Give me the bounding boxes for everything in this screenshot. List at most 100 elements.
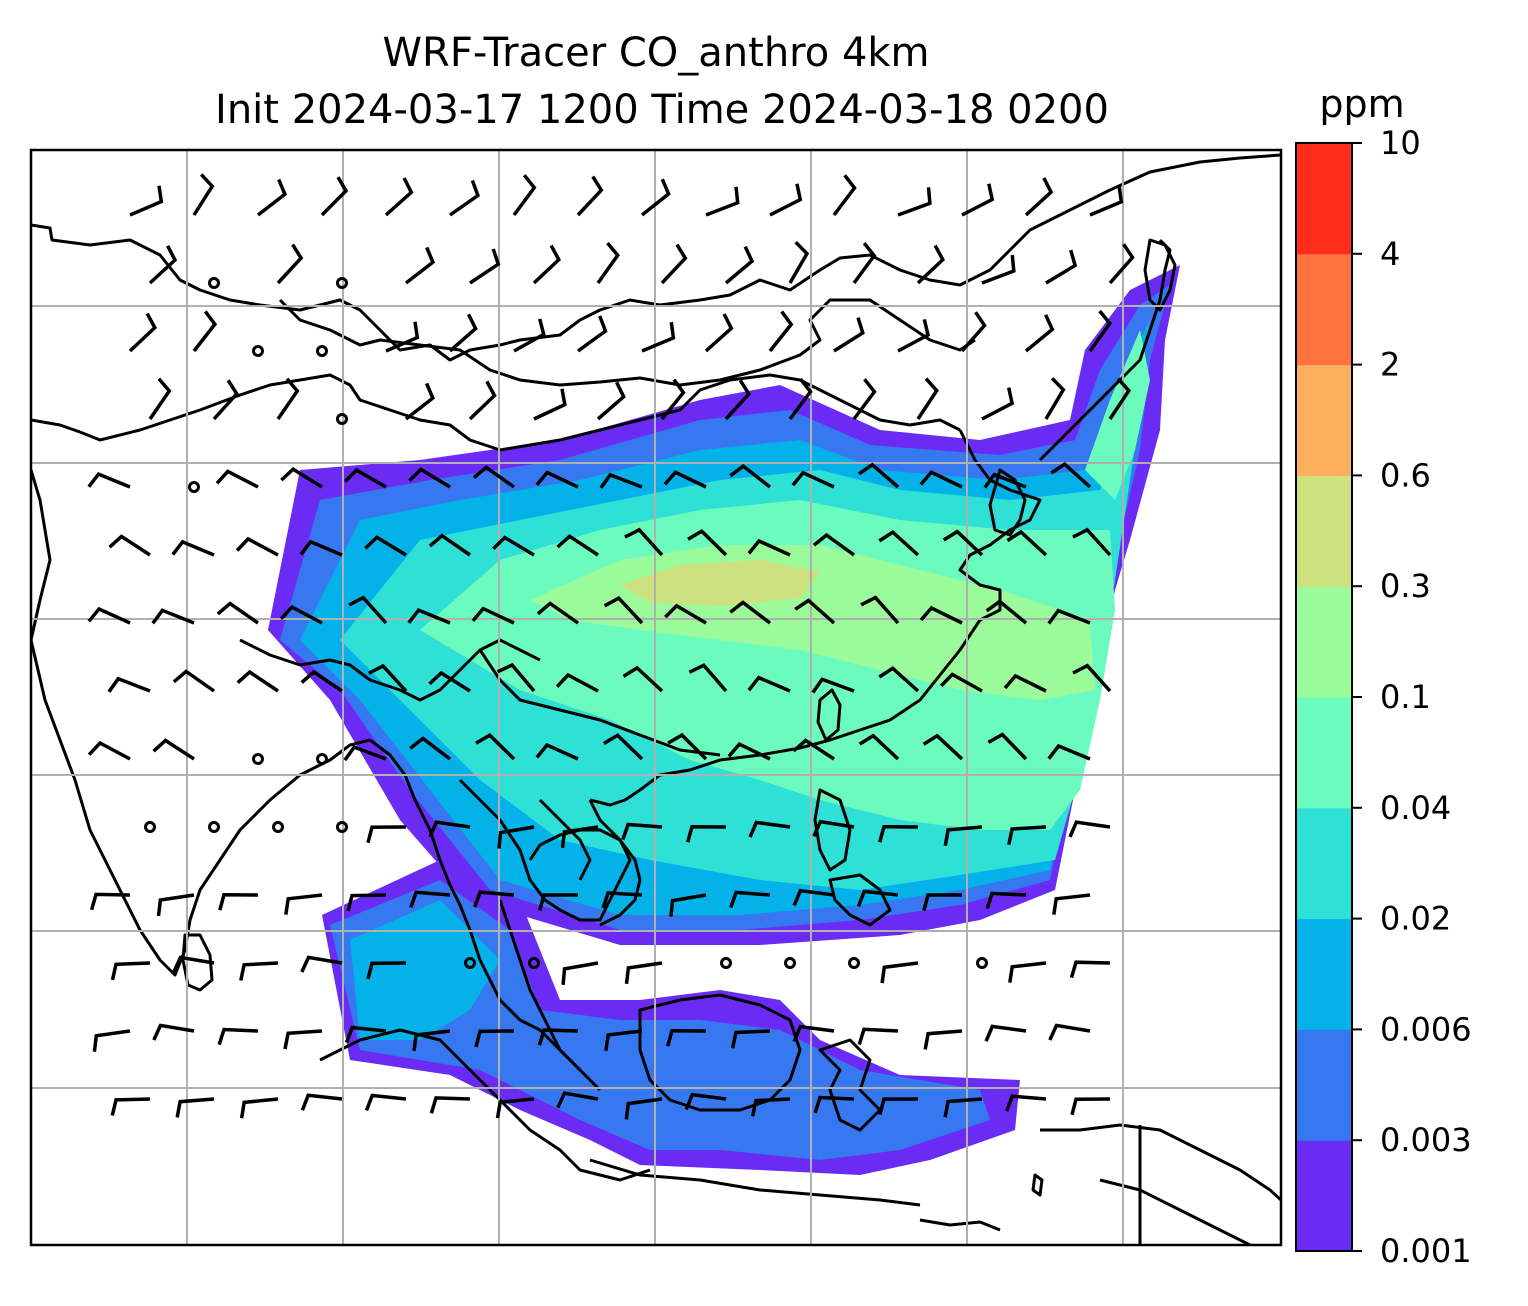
colorbar-tick-label: 4 xyxy=(1380,235,1400,273)
wind-barb xyxy=(110,961,151,981)
wind-barb xyxy=(748,820,791,838)
coastline-philippines-luzon xyxy=(813,788,852,872)
wind-barb xyxy=(981,387,1015,421)
coastline-borneo xyxy=(638,993,802,1112)
wind-barb xyxy=(596,381,626,421)
tracer-plume-south-0.006 xyxy=(350,900,500,1040)
wind-barb xyxy=(284,893,323,915)
wind-barb xyxy=(897,187,932,217)
wind-barb xyxy=(983,472,1027,489)
calm-marker xyxy=(784,957,796,969)
wind-barb xyxy=(215,469,259,489)
wind-barb xyxy=(497,825,535,849)
wind-barb xyxy=(448,313,478,353)
coastline-new-guinea xyxy=(1040,1123,1281,1202)
wind-barb xyxy=(1048,1023,1091,1041)
wind-barb xyxy=(239,1097,279,1119)
wind-barb xyxy=(724,379,752,421)
wind-barb xyxy=(705,186,740,217)
wind-barb xyxy=(152,738,195,761)
wind-barb xyxy=(1052,893,1091,915)
wind-barb xyxy=(366,825,407,844)
wind-barb xyxy=(576,315,608,353)
wind-barb xyxy=(730,1029,771,1049)
wind-barb xyxy=(409,736,452,761)
wind-barb xyxy=(922,733,964,761)
wind-barb xyxy=(1088,309,1113,353)
wind-barb xyxy=(747,538,791,557)
coastline-vietnam xyxy=(588,799,642,927)
wind-barb xyxy=(468,380,497,421)
wind-barb xyxy=(320,176,349,217)
wind-barb xyxy=(276,243,304,285)
wind-barb xyxy=(1050,461,1092,489)
wind-barb xyxy=(346,893,387,912)
wind-barb xyxy=(943,825,983,847)
wind-barb xyxy=(666,1028,707,1047)
wind-barb xyxy=(624,1097,663,1120)
wind-barb xyxy=(92,1029,131,1052)
wind-barb xyxy=(791,470,835,489)
wind-barb xyxy=(235,536,279,557)
wind-barb xyxy=(556,1091,599,1109)
wind-barb xyxy=(1047,608,1091,625)
wind-barb xyxy=(856,889,899,908)
border-indochina-interior xyxy=(538,798,592,881)
wind-barb xyxy=(279,604,323,625)
wind-barb xyxy=(669,893,707,917)
coastline-new-guinea-south xyxy=(1099,1178,1251,1245)
calm-marker xyxy=(976,957,988,969)
wind-barb xyxy=(1006,529,1048,557)
wind-barb xyxy=(110,1097,151,1116)
wind-barb xyxy=(811,677,855,694)
wind-barb xyxy=(532,244,561,285)
wind-barbs xyxy=(87,173,1135,1120)
wind-barb xyxy=(448,179,481,217)
wind-barb xyxy=(385,321,420,353)
wind-barb xyxy=(1108,377,1132,420)
wind-barb xyxy=(87,471,131,489)
wind-barb xyxy=(216,601,259,625)
wind-barb xyxy=(344,1025,387,1044)
wind-barb xyxy=(171,539,215,557)
wind-barb xyxy=(555,672,599,693)
wind-barb xyxy=(172,669,216,693)
colorbar-tick-label: 0.04 xyxy=(1380,789,1451,827)
wind-barb xyxy=(1003,673,1047,693)
wind-barb xyxy=(343,467,387,489)
wind-barb xyxy=(768,310,794,353)
wind-barb xyxy=(217,1027,259,1046)
wind-barb xyxy=(727,742,771,761)
colorbar-units: ppm xyxy=(1319,82,1404,126)
wind-barb xyxy=(89,892,131,911)
wind-barb xyxy=(533,388,567,421)
wind-barb xyxy=(556,534,599,557)
wind-barb xyxy=(280,467,323,489)
wind-barb xyxy=(218,893,259,911)
coastline-sri-lanka xyxy=(181,933,214,992)
wind-barb xyxy=(367,663,408,693)
wind-barb xyxy=(87,606,131,625)
wind-barb xyxy=(981,254,1016,285)
wind-barb xyxy=(919,470,963,489)
wind-barb xyxy=(788,378,813,421)
wind-barb xyxy=(537,1028,579,1046)
wind-barb xyxy=(878,530,920,557)
wind-barb xyxy=(512,174,537,217)
wind-barb xyxy=(599,472,643,489)
wind-barb xyxy=(942,529,984,557)
wind-barb xyxy=(560,825,599,849)
wind-barb xyxy=(624,961,663,985)
colorbar-swatch-0 xyxy=(1296,1140,1352,1252)
calm-marker xyxy=(848,957,860,969)
wind-barb xyxy=(852,242,877,285)
wind-barb xyxy=(792,738,835,761)
wind-barb xyxy=(750,1097,791,1117)
wind-barb xyxy=(667,732,708,761)
wind-barb xyxy=(852,378,877,421)
calm-marker xyxy=(252,753,264,765)
wind-barb xyxy=(1068,820,1111,838)
colorbar-tick-label: 0.006 xyxy=(1380,1010,1472,1048)
calm-marker xyxy=(208,821,220,833)
calm-marker xyxy=(252,345,264,357)
